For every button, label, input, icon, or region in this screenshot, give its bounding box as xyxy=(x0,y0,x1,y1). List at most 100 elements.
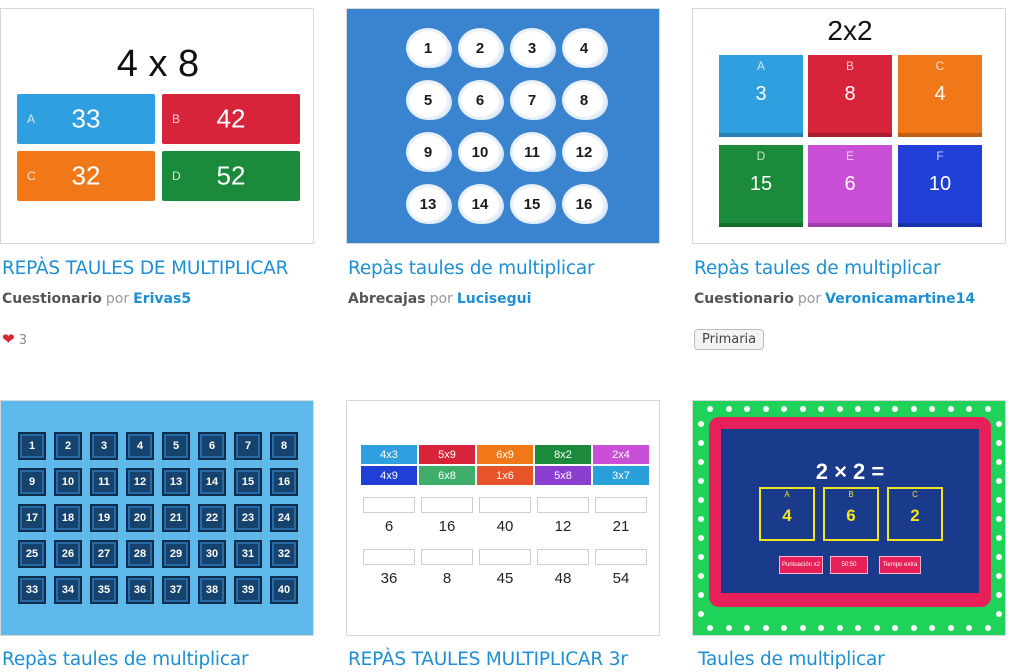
answer-value: 2 xyxy=(910,506,920,525)
author-link[interactable]: Veronicamartine14 xyxy=(825,291,976,307)
number-tile: 34 xyxy=(54,576,82,604)
activity-title[interactable]: REPÀS TAULES DE MULTIPLICAR xyxy=(2,258,289,279)
activity-title[interactable]: REPÀS TAULES MULTIPLICAR 3r xyxy=(348,649,628,670)
number-tile: 37 xyxy=(162,576,190,604)
bulb-dot xyxy=(929,625,935,631)
author-link[interactable]: Lucisegui xyxy=(456,291,532,307)
answer-letter: F xyxy=(936,149,944,163)
quiz-question: 4 x 8 xyxy=(116,43,200,85)
activity-card[interactable]: 4x3 5x9 6x9 8x2 2x4 4x9 6x8 1x6 5x8 3x7 6 16 40 12 21 3… xyxy=(346,400,662,672)
activity-title[interactable]: Repàs taules de multiplicar xyxy=(2,649,249,670)
bulb-dot xyxy=(873,625,880,631)
heart-icon: ❤ xyxy=(2,330,15,348)
answer-slot xyxy=(479,497,531,513)
number-cloud: 3 xyxy=(513,31,551,65)
answer-value: 3 xyxy=(755,83,767,105)
activity-card[interactable]: 2 × 2 = A 4 B 6 C 2 Puntuación x2 50:50 … xyxy=(692,400,1008,672)
activity-card[interactable]: 1 2 3 4 5 6 7 8 9 10 11 12 13 14 15 16 Repàs taules de … xyxy=(346,8,662,328)
bulb-dot xyxy=(855,625,861,631)
activity-type: Cuestionario xyxy=(694,291,794,307)
expression-chip: 5x9 xyxy=(419,445,475,464)
bulb-dot xyxy=(725,625,732,631)
bulb-dot xyxy=(762,625,769,631)
activity-title[interactable]: Repàs taules de multiplicar xyxy=(694,258,941,279)
expression-chip: 8x2 xyxy=(535,445,591,464)
bulb-dot xyxy=(892,406,898,412)
answer-slot xyxy=(363,549,415,565)
bulb-dot xyxy=(781,625,787,631)
by-label: por xyxy=(429,291,453,307)
number-tile: 27 xyxy=(90,540,118,568)
number-tile: 24 xyxy=(270,504,298,532)
number-tile: 14 xyxy=(198,468,226,496)
answer-b: B 8 xyxy=(808,55,892,137)
number-tile: 23 xyxy=(234,504,262,532)
number-cloud: 1 xyxy=(409,31,447,65)
number-tile: 13 xyxy=(162,468,190,496)
answer-letter: B xyxy=(172,112,181,126)
bulb-dot xyxy=(910,406,917,412)
answer-slot xyxy=(595,549,647,565)
likes-count[interactable]: ❤ 3 xyxy=(2,330,27,348)
activity-meta: Cuestionario por Erivas5 xyxy=(2,291,191,307)
bulb-dot xyxy=(996,459,1002,465)
number-tile: 15 xyxy=(234,468,262,496)
answer-letter: A xyxy=(784,490,790,499)
activity-thumbnail[interactable]: 4 x 8 A 33 B 42 C 32 D 52 xyxy=(0,8,314,244)
activity-card[interactable]: 4 x 8 A 33 B 42 C 32 D 52 REPÀS TAULES D… xyxy=(0,8,316,358)
activity-thumbnail[interactable]: 1 2 3 4 5 6 7 8 9 10 11 12 13 14 15 16 xyxy=(346,8,660,244)
number-tile: 9 xyxy=(18,468,46,496)
number-tile: 1 xyxy=(18,432,46,460)
answer-b: B 6 xyxy=(823,487,879,541)
activity-card[interactable]: 1 2 3 4 5 6 7 8 9 10 11 12 13 14 15 16 17 18 19 20 21 22 23 24 2… xyxy=(0,400,316,672)
answer-letter: C xyxy=(912,490,918,499)
answer-slot xyxy=(537,497,589,513)
quiz-question: 2x2 xyxy=(827,15,873,46)
activity-card[interactable]: 2x2 A 3 B 8 C 4 D 15 E 6 F 10 Repàs taul… xyxy=(692,8,1008,358)
number-tile: 36 xyxy=(126,576,154,604)
bulb-dot xyxy=(947,406,954,412)
answer-slot xyxy=(537,549,589,565)
activity-title[interactable]: Taules de multiplicar xyxy=(698,649,885,670)
expression-chip: 4x9 xyxy=(361,466,417,485)
bulb-dot xyxy=(996,440,1002,446)
answer-value: 15 xyxy=(749,173,773,195)
answer-number: 21 xyxy=(612,518,630,535)
activity-title[interactable]: Repàs taules de multiplicar xyxy=(348,258,595,279)
bulb-dot xyxy=(996,516,1002,522)
bulb-dot xyxy=(698,573,704,579)
answer-letter: E xyxy=(845,149,854,163)
number-cloud: 4 xyxy=(565,31,603,65)
answer-number: 36 xyxy=(380,570,398,587)
number-tile: 19 xyxy=(90,504,118,532)
expression-chip: 5x8 xyxy=(535,466,591,485)
bulb-dot xyxy=(799,406,806,412)
activity-thumbnail[interactable]: 1 2 3 4 5 6 7 8 9 10 11 12 13 14 15 16 17 18 19 20 21 22 23 24 2… xyxy=(0,400,314,636)
answer-d: D 15 xyxy=(719,145,803,227)
answer-letter: C xyxy=(27,169,36,183)
number-tile: 11 xyxy=(90,468,118,496)
bulb-dot xyxy=(818,625,824,631)
level-tag[interactable]: Primaria xyxy=(694,329,765,350)
activity-thumbnail[interactable]: 2 × 2 = A 4 B 6 C 2 Puntuación x2 50:50 … xyxy=(692,400,1006,636)
bulb-dot xyxy=(855,406,861,412)
bulb-dot xyxy=(698,440,704,446)
answer-c: C 2 xyxy=(887,487,943,541)
number-tile: 26 xyxy=(54,540,82,568)
by-label: por xyxy=(797,291,822,307)
bulb-dot xyxy=(984,625,991,631)
bulb-dot xyxy=(996,554,1002,560)
number-cloud: 13 xyxy=(409,187,447,221)
bulb-dot xyxy=(996,421,1002,427)
bulb-dot xyxy=(996,573,1002,579)
number-tile: 10 xyxy=(54,468,82,496)
number-cloud: 6 xyxy=(461,83,499,117)
activity-thumbnail[interactable]: 4x3 5x9 6x9 8x2 2x4 4x9 6x8 1x6 5x8 3x7 6 16 40 12 21 3… xyxy=(346,400,660,636)
answer-number: 6 xyxy=(384,518,394,535)
activity-thumbnail[interactable]: 2x2 A 3 B 8 C 4 D 15 E 6 F 10 xyxy=(692,8,1006,244)
number-tile: 39 xyxy=(234,576,262,604)
answer-slot xyxy=(363,497,415,513)
number-tile: 5 xyxy=(162,432,190,460)
author-link[interactable]: Erivas5 xyxy=(133,291,192,307)
bulb-dot xyxy=(698,516,704,522)
